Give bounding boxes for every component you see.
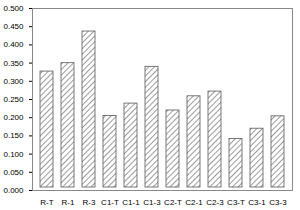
svg-text:C3-T: C3-T [227, 198, 245, 207]
svg-text:C3-3: C3-3 [269, 198, 287, 207]
svg-text:C1-T: C1-T [101, 198, 119, 207]
svg-text:0.250: 0.250 [3, 95, 24, 104]
svg-text:0.000: 0.000 [3, 186, 24, 195]
svg-text:C2-T: C2-T [164, 198, 182, 207]
svg-text:C1-1: C1-1 [122, 198, 140, 207]
svg-text:R-3: R-3 [83, 198, 96, 207]
svg-text:0.300: 0.300 [3, 77, 24, 86]
svg-text:C1-3: C1-3 [143, 198, 161, 207]
svg-text:0.150: 0.150 [3, 131, 24, 140]
svg-text:C2-1: C2-1 [185, 198, 203, 207]
svg-text:0.050: 0.050 [3, 168, 24, 177]
svg-text:R-T: R-T [40, 198, 53, 207]
svg-text:0.100: 0.100 [3, 150, 24, 159]
svg-text:R-1: R-1 [62, 198, 75, 207]
svg-text:C3-1: C3-1 [248, 198, 266, 207]
svg-text:0.200: 0.200 [3, 113, 24, 122]
svg-text:0.350: 0.350 [3, 59, 24, 68]
svg-text:0.450: 0.450 [3, 22, 24, 31]
svg-text:0.500: 0.500 [3, 4, 24, 13]
svg-text:C2-3: C2-3 [206, 198, 224, 207]
svg-text:0.400: 0.400 [3, 40, 24, 49]
